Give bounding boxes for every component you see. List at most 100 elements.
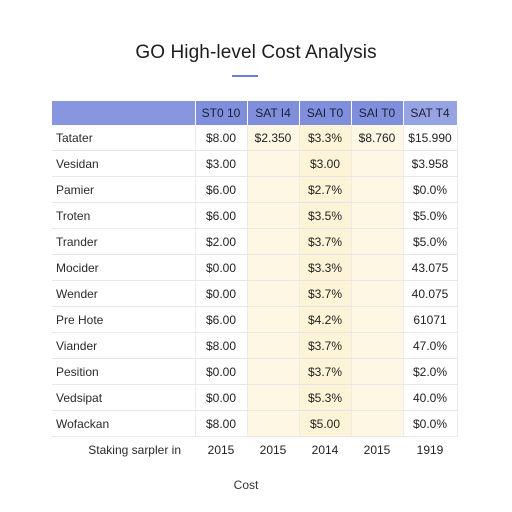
table-cell: 40.0%	[403, 384, 458, 411]
table-cell: $4.2%	[299, 306, 352, 333]
table-cell: $6.00	[195, 202, 248, 229]
table-body: Tatater $8.00 $2.350 $3.3% $8.760 $15.990 Vesi…	[52, 125, 458, 463]
table-caption: Cost	[233, 478, 259, 492]
table-header: ST0 10 SAT I4 SAI T0 SAI T0 SAT T4	[52, 101, 458, 125]
table-cell: $2.00	[195, 228, 248, 255]
header-cell-4: SAI T0	[351, 101, 404, 125]
row-label: Wofackan	[52, 410, 196, 437]
table-cell: $6.00	[195, 176, 248, 203]
table-cell	[351, 332, 404, 359]
row-label: Pamier	[52, 176, 196, 203]
table-row: Wofackan $8.00 $5.00 $0.0%	[52, 410, 458, 437]
row-label: Wender	[52, 280, 196, 307]
table-cell: 47.0%	[403, 332, 458, 359]
table-cell	[351, 176, 404, 203]
table-cell: $8.00	[195, 332, 248, 359]
footer-label: Staking sarpler in	[52, 436, 195, 463]
table-cell: 43.075	[403, 254, 458, 281]
header-cell-1: ST0 10	[195, 101, 248, 125]
table-cell	[351, 150, 404, 177]
table-cell: $3.7%	[299, 358, 352, 385]
header-cell-5: SAT T4	[403, 101, 458, 125]
table-cell	[247, 306, 300, 333]
table-cell: $5.3%	[299, 384, 352, 411]
header-cell-label	[52, 101, 196, 125]
table-cell: $8.00	[195, 125, 248, 151]
table-cell: $2.350	[247, 125, 300, 151]
row-label: Pre Hote	[52, 306, 196, 333]
row-label: Viander	[52, 332, 196, 359]
footer-cell: 2014	[299, 436, 351, 463]
table-cell	[351, 306, 404, 333]
table-cell: 40.075	[403, 280, 458, 307]
table-cell: $0.0%	[403, 410, 458, 437]
table-cell: $15.990	[403, 125, 458, 151]
table-cell: $3.7%	[299, 332, 352, 359]
row-label: Troten	[52, 202, 196, 229]
table-cell	[351, 228, 404, 255]
table-row: Wender $0.00 $3.7% 40.075	[52, 280, 458, 307]
cost-table: ST0 10 SAT I4 SAI T0 SAI T0 SAT T4 Tatat…	[52, 101, 458, 463]
header-cell-3: SAI T0	[299, 101, 352, 125]
cost-table-container: ST0 10 SAT I4 SAI T0 SAI T0 SAT T4 Tatat…	[52, 101, 458, 463]
table-cell	[247, 280, 300, 307]
table-cell: $3.5%	[299, 202, 352, 229]
table-cell: $5.0%	[403, 202, 458, 229]
table-cell	[247, 176, 300, 203]
row-label: Tatater	[52, 125, 196, 151]
table-cell: $3.3%	[299, 125, 352, 151]
table-cell	[247, 228, 300, 255]
footer-cell: 1919	[403, 436, 457, 463]
row-label: Pesition	[52, 358, 196, 385]
table-cell	[247, 332, 300, 359]
table-cell: $3.7%	[299, 280, 352, 307]
table-cell	[247, 150, 300, 177]
table-cell: $0.0%	[403, 176, 458, 203]
table-cell: $5.00	[299, 410, 352, 437]
footer-cell: 2015	[195, 436, 247, 463]
row-label: Trander	[52, 228, 196, 255]
table-cell	[351, 202, 404, 229]
table-cell	[351, 358, 404, 385]
table-cell	[351, 280, 404, 307]
table-cell	[247, 202, 300, 229]
table-cell: $0.00	[195, 254, 248, 281]
row-label: Mocider	[52, 254, 196, 281]
table-cell: $0.00	[195, 280, 248, 307]
footer-cell: 2015	[351, 436, 403, 463]
table-cell: $0.00	[195, 358, 248, 385]
table-row: Vesidan $3.00 $3.00 $3.958	[52, 150, 458, 177]
title-underline	[232, 75, 258, 77]
table-row: Troten $6.00 $3.5% $5.0%	[52, 202, 458, 229]
row-label: Vesidan	[52, 150, 196, 177]
table-cell	[247, 384, 300, 411]
table-cell	[351, 384, 404, 411]
table-cell: $3.958	[403, 150, 458, 177]
table-row: Trander $2.00 $3.7% $5.0%	[52, 228, 458, 255]
page-title: GO High-level Cost Analysis	[135, 42, 377, 63]
table-cell: $3.3%	[299, 254, 352, 281]
table-row: Vedsipat $0.00 $5.3% 40.0%	[52, 384, 458, 411]
table-cell: $6.00	[195, 306, 248, 333]
table-cell	[247, 254, 300, 281]
table-cell: $8.760	[351, 125, 404, 151]
table-cell: $3.00	[195, 150, 248, 177]
table-cell: $5.0%	[403, 228, 458, 255]
footer-cell: 2015	[247, 436, 299, 463]
table-cell: $8.00	[195, 410, 248, 437]
header-cell-2: SAT I4	[247, 101, 300, 125]
row-label: Vedsipat	[52, 384, 196, 411]
table-cell	[247, 358, 300, 385]
table-row: Pesition $0.00 $3.7% $2.0%	[52, 358, 458, 385]
header-row: ST0 10 SAT I4 SAI T0 SAI T0 SAT T4	[52, 101, 458, 125]
table-cell	[351, 254, 404, 281]
table-row: Tatater $8.00 $2.350 $3.3% $8.760 $15.990	[52, 125, 458, 151]
table-cell: 61071	[403, 306, 458, 333]
table-cell	[351, 410, 404, 437]
table-cell	[247, 410, 300, 437]
table-row: Viander $8.00 $3.7% 47.0%	[52, 332, 458, 359]
table-cell: $3.00	[299, 150, 352, 177]
table-cell: $3.7%	[299, 228, 352, 255]
table-row: Pamier $6.00 $2.7% $0.0%	[52, 176, 458, 203]
